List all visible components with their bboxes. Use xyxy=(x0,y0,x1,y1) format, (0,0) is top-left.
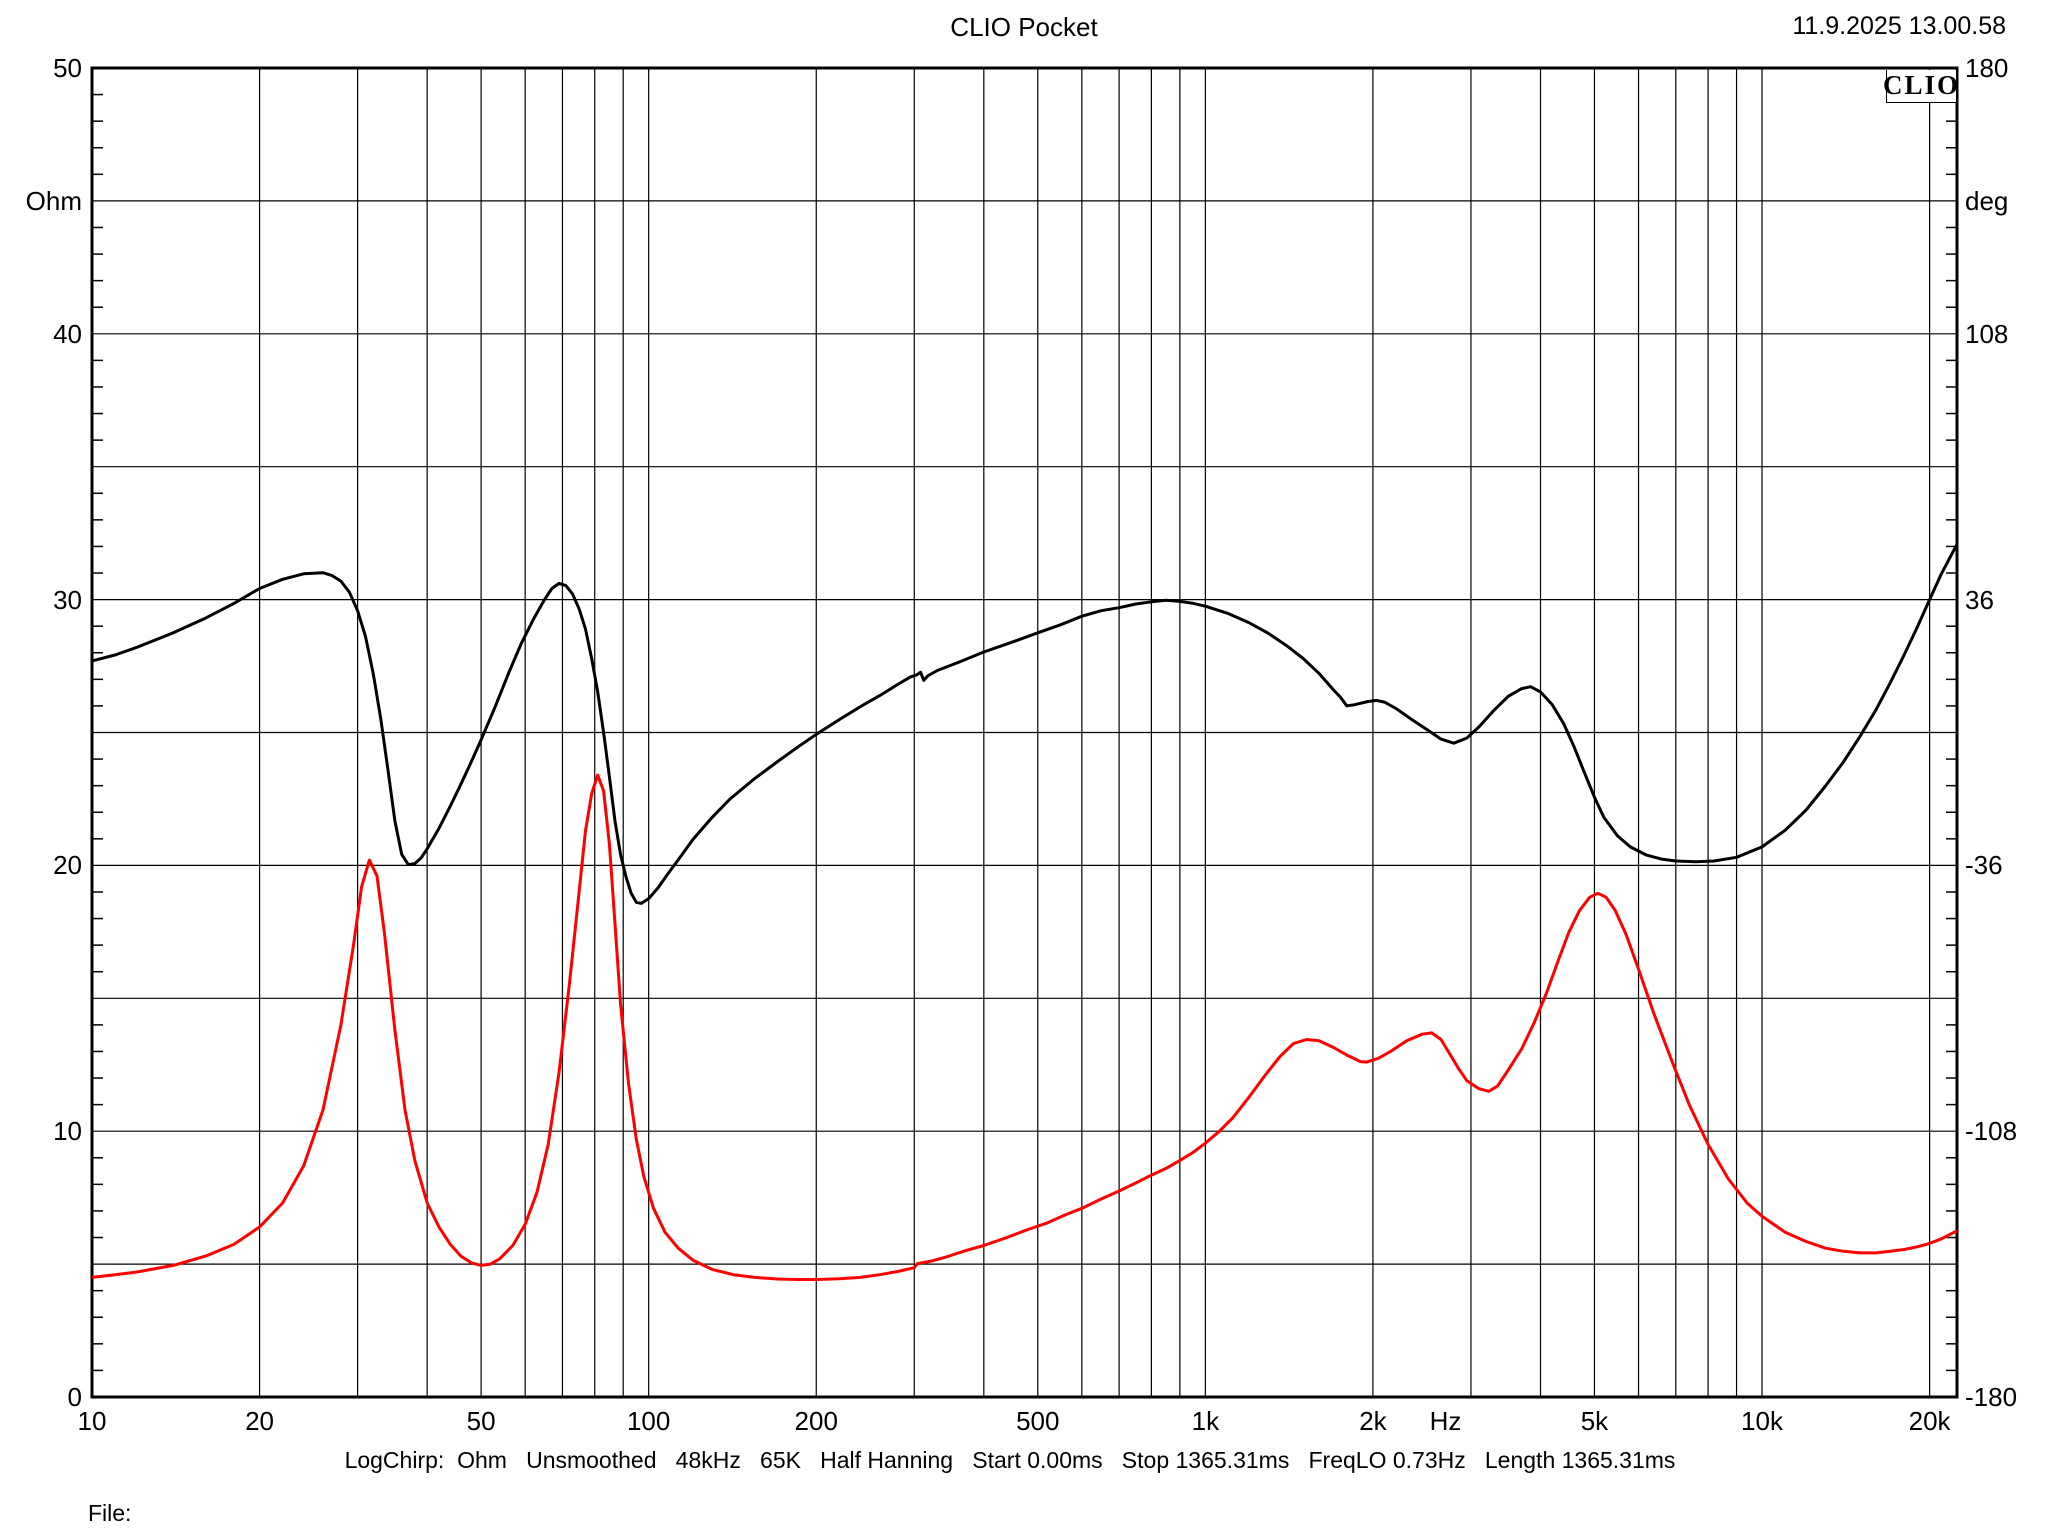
right-axis-tick-label: -108 xyxy=(1965,1116,2018,1147)
right-axis-tick-label: -180 xyxy=(1965,1382,2018,1412)
right-axis-tick-label: 108 xyxy=(1965,318,2009,349)
impedance-curve xyxy=(91,773,1958,1281)
right-axis-tick-label: 180 xyxy=(1965,53,2009,83)
right-axis-unit-label: deg xyxy=(1965,185,2009,216)
left-axis-tick-label: 10 xyxy=(53,1116,82,1147)
x-axis-tick-label: 1k xyxy=(1191,1406,1220,1436)
right-axis-tick-label: -36 xyxy=(1965,850,2003,881)
x-axis-tick-label: 10k xyxy=(1741,1406,1783,1436)
left-axis-unit-label: Ohm xyxy=(25,185,82,216)
x-axis-tick-label: 200 xyxy=(794,1406,838,1436)
left-axis-tick-label: 0 xyxy=(67,1382,82,1412)
measurement-timestamp: 11.9.2025 13.00.58 xyxy=(1792,12,2006,40)
left-axis-tick-label: 30 xyxy=(53,584,82,615)
x-axis-tick-label: 2k xyxy=(1359,1406,1387,1436)
left-axis-tick-label: 20 xyxy=(53,850,82,881)
right-axis-tick-label: 36 xyxy=(1965,584,1994,615)
left-axis-tick-label: 40 xyxy=(53,318,82,349)
left-axis-tick-label: 50 xyxy=(53,53,82,83)
file-label: File: xyxy=(88,1500,132,1526)
x-axis-tick-label: 10 xyxy=(77,1406,107,1436)
x-axis-tick-label: 20 xyxy=(245,1406,275,1436)
clio-logo: CLIO xyxy=(1883,69,1958,103)
x-axis-tick-label: 50 xyxy=(466,1406,496,1436)
x-axis-unit-label: Hz xyxy=(1429,1406,1462,1436)
chart-title: CLIO Pocket xyxy=(950,12,1098,42)
x-axis-tick-label: 100 xyxy=(626,1406,671,1436)
measurement-status-line: LogChirp: Ohm Unsmoothed 48kHz 65K Half … xyxy=(344,1447,1676,1473)
title-bar: CLIO Pocket 11.9.2025 13.00.58 xyxy=(0,12,2048,42)
phase-curve xyxy=(91,543,1959,905)
x-axis-tick-label: 500 xyxy=(1016,1406,1060,1436)
x-axis-tick-label: 5k xyxy=(1580,1406,1609,1436)
plot-border xyxy=(90,66,1959,1399)
x-axis-tick-label: 20k xyxy=(1908,1406,1951,1436)
